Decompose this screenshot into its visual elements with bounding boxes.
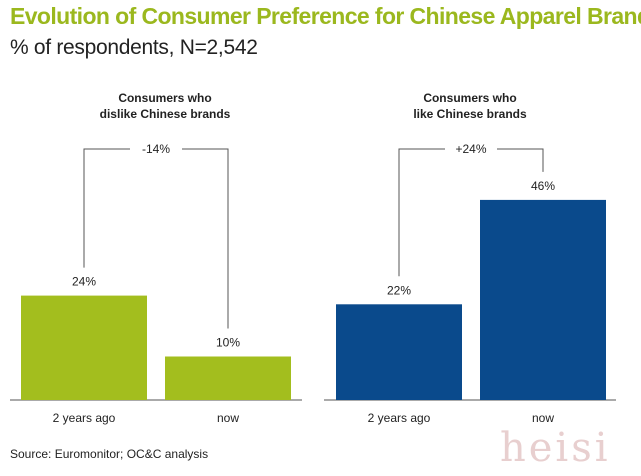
panel-title-line: dislike Chinese brands — [100, 107, 231, 121]
category-label: now — [532, 411, 554, 425]
bar-2-years-ago — [21, 295, 147, 400]
change-bracket-left — [83, 148, 130, 268]
change-bracket-left — [398, 148, 445, 277]
panel-title-line: Consumers who — [423, 91, 516, 105]
category-label: now — [217, 411, 239, 425]
source-note: Source: Euromonitor; OC&C analysis — [10, 447, 209, 461]
watermark: heisi — [500, 425, 611, 471]
panel-like: Consumers who like Chinese brands 22% 2 yea… — [324, 91, 616, 425]
value-label: 22% — [387, 283, 411, 297]
value-label: 24% — [72, 275, 96, 289]
bar-2-years-ago — [336, 304, 462, 400]
bar-now — [480, 199, 606, 400]
category-label: 2 years ago — [368, 411, 431, 425]
category-label: 2 years ago — [53, 411, 116, 425]
panel-title-line: Consumers who — [118, 91, 211, 105]
panel-dislike: Consumers who dislike Chinese brands 24% 2 … — [10, 91, 302, 425]
charts-area: Consumers who dislike Chinese brands 24% 2 … — [10, 91, 616, 425]
bar-now — [165, 356, 291, 400]
change-bracket-right — [182, 148, 229, 329]
change-label: -14% — [142, 142, 170, 156]
chart-title: Evolution of Consumer Preference for Chi… — [10, 3, 641, 29]
change-bracket-right — [497, 148, 544, 172]
chart-subtitle: % of respondents, N=2,542 — [10, 36, 258, 59]
change-label: +24% — [455, 142, 486, 156]
value-label: 10% — [216, 336, 240, 350]
value-label: 46% — [531, 179, 555, 193]
panel-title-line: like Chinese brands — [413, 107, 527, 121]
